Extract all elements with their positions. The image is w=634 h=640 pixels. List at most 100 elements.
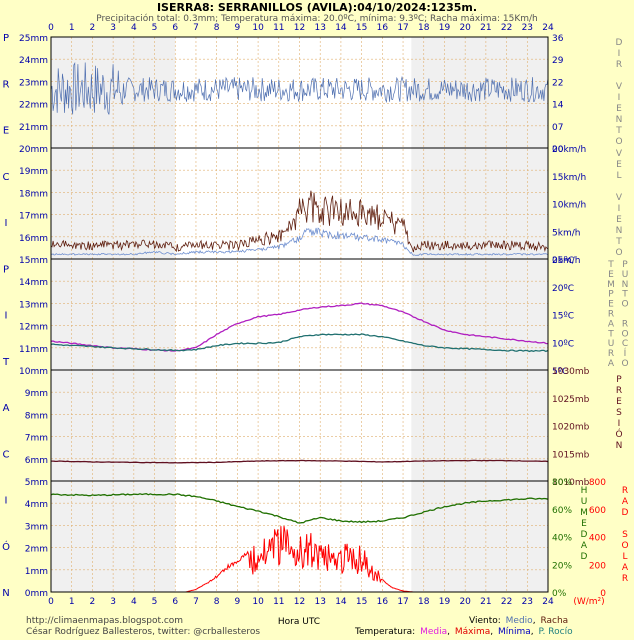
hour-tick-top-7: 7	[193, 23, 199, 33]
label-wind-direction-5: I	[618, 93, 621, 103]
right-tick-wind-speed-2: 10km/h	[552, 201, 586, 211]
label-humidity-2: M	[580, 508, 588, 518]
left-tick-9: 16mm	[19, 234, 48, 244]
left-tick-18: 7mm	[25, 434, 48, 444]
label-dew-point-10: O	[621, 359, 628, 369]
temperature-legend: Temperatura: Media, Máxima, Mínima, P. R…	[354, 627, 573, 637]
solar-unit: (W/m²)	[573, 597, 604, 607]
right-tick-solar-0: 800	[589, 478, 606, 488]
legend-sep-2: ,	[490, 627, 493, 637]
label-humidity-5: A	[581, 541, 588, 551]
hour-tick-bottom-10: 10	[252, 597, 264, 607]
right-tick-solar-3: 200	[589, 561, 606, 571]
label-temperature-6: A	[608, 319, 615, 329]
label-pressure-4: I	[618, 419, 621, 429]
label-temperature-10: A	[608, 359, 615, 369]
right-tick-solar-1: 600	[589, 506, 606, 516]
label-temperature-5: R	[608, 310, 614, 320]
right-tick-humidity-0: 80%	[552, 478, 572, 488]
right-tick-pressure-4: 1010mb	[552, 478, 590, 488]
label-wind-speed-7: N	[616, 226, 623, 236]
hour-tick-bottom-4: 4	[131, 597, 137, 607]
hour-tick-bottom-0: 0	[48, 597, 54, 607]
hour-tick-top-15: 15	[356, 23, 367, 33]
right-tick-wind-speed-4: 0km/h	[552, 256, 580, 266]
hour-tick-top-12: 12	[294, 23, 305, 33]
left-tick-1: 24mm	[19, 56, 48, 66]
label-dew-point-7: O	[621, 329, 628, 339]
left-tick-8: 17mm	[19, 212, 48, 222]
left-tick-4: 21mm	[19, 123, 48, 133]
panel-frames	[50, 36, 549, 593]
series-wind-gust	[50, 190, 549, 253]
hour-tick-bottom-17: 17	[397, 597, 408, 607]
legend-temp-mean: Media	[420, 627, 447, 637]
hour-tick-bottom-15: 15	[356, 597, 367, 607]
label-temperature-8: U	[608, 339, 615, 349]
label-wind-direction-6: E	[616, 104, 622, 114]
legend-sep-1: ,	[447, 627, 450, 637]
hour-tick-bottom-7: 7	[193, 597, 199, 607]
label-temperature-3: P	[608, 290, 614, 300]
right-tick-wind-speed-1: 15km/h	[552, 173, 586, 183]
hour-tick-bottom-9: 9	[235, 597, 241, 607]
left-tick-24: 1mm	[25, 567, 48, 577]
label-temperature-4: E	[608, 300, 614, 310]
hour-tick-bottom-5: 5	[152, 597, 158, 607]
left-letter-6: I	[5, 311, 8, 322]
hour-tick-top-9: 9	[235, 23, 241, 33]
left-tick-7: 18mm	[19, 189, 48, 199]
temperature-legend-label: Temperatura:	[354, 627, 415, 637]
hour-tick-top-3: 3	[110, 23, 116, 33]
label-pressure-1: R	[616, 386, 622, 396]
right-tick-wind-dir-5: 00	[552, 145, 564, 155]
label-wind-speed-8: T	[615, 237, 622, 247]
right-tick-humidity-4: 0%	[552, 589, 567, 599]
label-solar-8: R	[622, 574, 628, 584]
label-solar-2: D	[622, 508, 629, 518]
hour-tick-bottom-8: 8	[214, 597, 220, 607]
right-tick-pressure-3: 1015mb	[552, 450, 590, 460]
left-axis-ticks: 25mm 24mm 23mm 22mm 21mm 20mm 19mm 18mm 17mm 16mm…	[19, 34, 48, 599]
left-tick-21: 4mm	[25, 500, 48, 510]
left-letter-11: Ó	[2, 540, 10, 553]
hour-tick-top-22: 22	[501, 23, 512, 33]
hour-tick-labels: 0011223344556677889910101111121213131414…	[48, 23, 554, 607]
hour-tick-top-16: 16	[377, 23, 389, 33]
chart-title: ISERRA8: SERRANILLOS (AVILA):04/10/2024:…	[157, 1, 477, 14]
label-pressure-5: Ó	[615, 428, 622, 440]
label-wind-direction-4: V	[616, 82, 623, 92]
label-solar-6: L	[622, 552, 627, 562]
label-dew-point-8: C	[622, 339, 628, 349]
label-humidity-6: D	[581, 552, 588, 562]
hour-tick-top-18: 18	[418, 23, 430, 33]
label-wind-speed-2: L	[616, 171, 621, 181]
label-pressure-0: P	[616, 375, 622, 385]
label-dew-point-9: Í	[624, 347, 627, 359]
hour-tick-top-2: 2	[90, 23, 96, 33]
hour-tick-top-8: 8	[214, 23, 220, 33]
left-tick-25: 0mm	[25, 589, 48, 599]
hour-tick-bottom-24: 24	[542, 597, 554, 607]
left-tick-2: 23mm	[19, 78, 48, 88]
label-wind-direction-1: I	[618, 49, 621, 59]
chart-subtitle: Precipitación total: 0.3mm; Temperatura …	[96, 13, 537, 24]
left-tick-22: 3mm	[25, 522, 48, 532]
panel-frame-4	[50, 480, 549, 593]
left-tick-3: 22mm	[19, 101, 48, 111]
label-wind-speed-4: V	[616, 193, 623, 203]
label-temperature-1: E	[608, 270, 614, 280]
label-dew-point-1: U	[622, 270, 629, 280]
legend-temp-max: Máxima	[455, 627, 490, 637]
wind-legend-label: Viento:	[469, 616, 501, 626]
right-tick-pressure-0: 1030mb	[552, 367, 590, 377]
hour-tick-top-13: 13	[314, 23, 325, 33]
hour-tick-bottom-13: 13	[314, 597, 325, 607]
label-solar-5: O	[621, 541, 628, 551]
label-temperature-7: T	[607, 329, 614, 339]
hour-tick-top-5: 5	[152, 23, 158, 33]
right-tick-solar-4: 0	[600, 589, 606, 599]
left-side-letters: P R E C I P I T A C I Ó N	[2, 33, 10, 599]
label-dew-point-0: P	[622, 260, 628, 270]
label-temperature-0: T	[607, 260, 614, 270]
